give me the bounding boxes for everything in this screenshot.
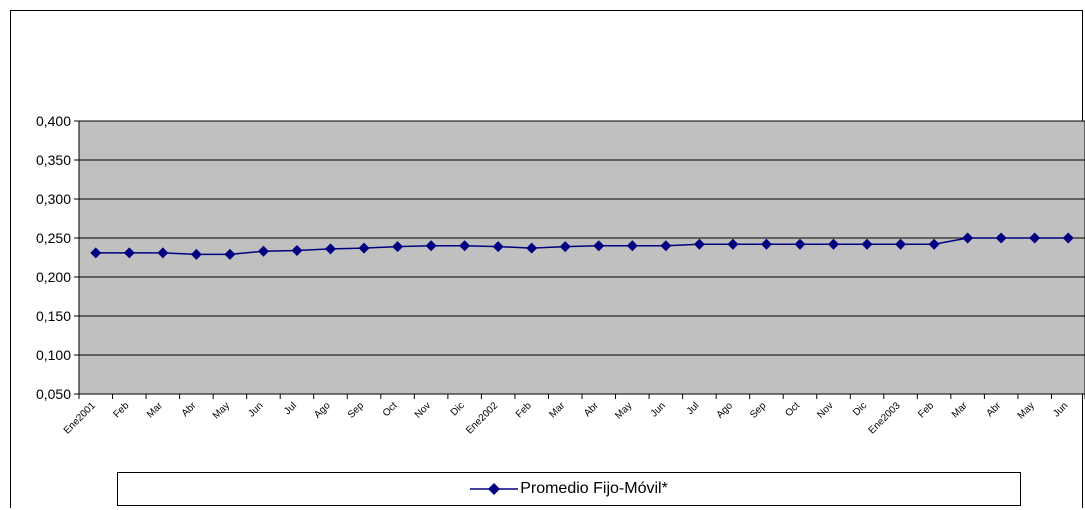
x-tick-label: Abr xyxy=(180,400,199,419)
x-tick-label: Jul xyxy=(685,400,702,417)
data-point xyxy=(291,244,303,256)
legend: Promedio Fijo-Móvil* xyxy=(117,472,1021,506)
series-layer xyxy=(90,232,1074,260)
data-point xyxy=(794,238,806,250)
y-tick-label: 0,350 xyxy=(36,152,71,168)
x-tick-label: Ene2002 xyxy=(464,400,500,436)
data-point xyxy=(157,247,169,259)
y-tick-label: 0,400 xyxy=(36,113,71,129)
x-tick-label: Feb xyxy=(111,400,131,420)
data-point xyxy=(727,238,739,250)
plot-area xyxy=(78,120,1085,395)
data-point xyxy=(660,240,672,252)
x-tick-label: Jun xyxy=(649,400,668,419)
y-tick-label: 0,200 xyxy=(36,269,71,285)
x-tick-label: Ago xyxy=(312,400,333,421)
data-point xyxy=(559,241,571,253)
x-tick-label: Jun xyxy=(1051,400,1070,419)
x-tick-label: Ene2003 xyxy=(867,400,903,436)
x-tick-label: Mar xyxy=(950,400,970,420)
legend-entry: Promedio Fijo-Móvil* xyxy=(470,480,668,498)
y-axis: 0,050 0,100 0,150 0,200 0,250 0,300 0,350 0,400 xyxy=(36,113,79,402)
x-tick-label: Dic xyxy=(851,400,869,418)
x-tick-label: Nov xyxy=(413,400,433,420)
x-tick-label: Sep xyxy=(748,400,769,421)
data-point xyxy=(928,238,940,250)
data-point xyxy=(1062,232,1074,244)
x-tick-label: Ago xyxy=(715,400,736,421)
legend-label: Promedio Fijo-Móvil* xyxy=(520,480,668,497)
data-point xyxy=(995,232,1007,244)
y-tick-label: 0,250 xyxy=(36,230,71,246)
x-tick-label: Jul xyxy=(282,400,299,417)
x-tick-label: Mar xyxy=(547,400,567,420)
x-tick-label: Mar xyxy=(145,400,165,420)
x-tick-label: Oct xyxy=(783,400,802,419)
data-point xyxy=(425,240,437,252)
data-point xyxy=(459,240,471,252)
data-point xyxy=(90,247,102,259)
x-tick-label: May xyxy=(613,400,634,421)
data-point xyxy=(392,241,404,253)
x-tick-label: Nov xyxy=(815,400,835,420)
data-point xyxy=(123,247,135,259)
data-point xyxy=(526,242,538,254)
data-point xyxy=(358,242,370,254)
data-point xyxy=(760,238,772,250)
data-point xyxy=(693,238,705,250)
x-tick-label: May xyxy=(211,400,232,421)
line-chart: 0,050 0,100 0,150 0,200 0,250 0,300 0,350 0,400… xyxy=(36,113,1085,436)
gridlines xyxy=(79,159,1085,356)
x-tick-label: Abr xyxy=(985,400,1004,419)
x-tick-label: Jun xyxy=(246,400,265,419)
x-tick-label: Ene2001 xyxy=(62,400,98,436)
series-line xyxy=(95,237,1069,256)
legend-series-marker xyxy=(470,483,519,495)
x-tick-label: Oct xyxy=(381,400,400,419)
data-point xyxy=(895,238,907,250)
y-tick-label: 0,150 xyxy=(36,308,71,324)
data-point xyxy=(593,240,605,252)
data-point xyxy=(190,248,202,260)
x-tick-label: Dic xyxy=(449,400,467,418)
x-axis: Ene2001 Feb Mar Abr May Jun Jul Ago Sep Oct Nov Dic… xyxy=(62,394,1085,436)
y-tick-label: 0,300 xyxy=(36,191,71,207)
x-tick-label: Sep xyxy=(346,400,367,421)
data-point xyxy=(492,241,504,253)
x-tick-label: Feb xyxy=(514,400,534,420)
y-tick-label: 0,050 xyxy=(36,386,71,402)
data-point xyxy=(626,240,638,252)
data-point xyxy=(828,238,839,250)
data-point xyxy=(325,243,336,255)
data-point xyxy=(257,245,269,257)
y-tick-label: 0,100 xyxy=(36,347,71,363)
x-tick-label: Abr xyxy=(582,400,601,419)
data-point xyxy=(1029,232,1041,244)
x-tick-label: May xyxy=(1016,400,1037,421)
data-point xyxy=(962,232,974,244)
data-point xyxy=(861,238,873,250)
data-point xyxy=(224,248,236,260)
x-tick-label: Feb xyxy=(916,400,936,420)
